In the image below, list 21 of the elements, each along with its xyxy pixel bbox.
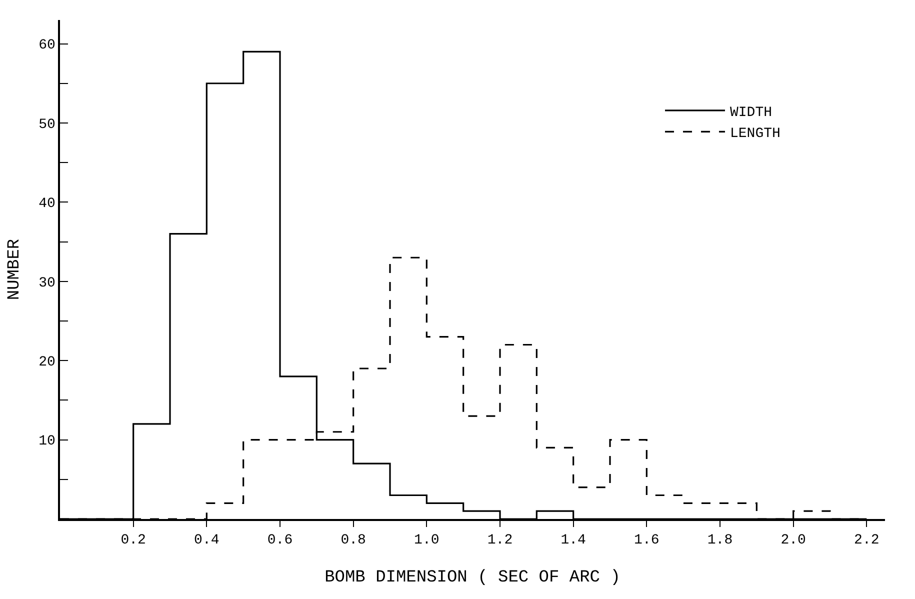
y-tick-label: 40: [38, 196, 56, 212]
x-tick-label: 1.4: [560, 532, 586, 549]
x-tick-label: 0.6: [267, 532, 293, 549]
y-tick-label: 50: [38, 116, 56, 133]
x-tick-label: 2.0: [780, 532, 806, 549]
legend-label: LENGTH: [730, 126, 780, 142]
y-tick-label: 20: [38, 354, 56, 370]
x-tick-label: 1.6: [634, 532, 660, 549]
y-tick-label: 10: [38, 434, 56, 450]
legend-label: WIDTH: [730, 104, 772, 121]
y-axis-title: NUMBER: [6, 238, 25, 300]
x-tick-label: 0.2: [120, 532, 146, 549]
x-tick-label: 1.8: [707, 532, 733, 549]
x-tick-label: 1.2: [487, 532, 513, 549]
x-tick-label: 2.2: [854, 532, 880, 549]
y-tick-label: 30: [38, 275, 56, 292]
y-tick-label: 60: [38, 38, 56, 54]
x-tick-label: 1.0: [414, 532, 440, 549]
x-tick-label: 0.4: [194, 532, 220, 549]
x-axis-title: BOMB DIMENSION ( SEC OF ARC ): [324, 568, 620, 588]
x-tick-label: 0.8: [340, 532, 366, 549]
